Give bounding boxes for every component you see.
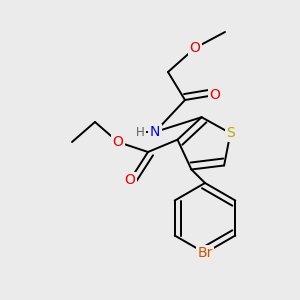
Text: N: N bbox=[150, 125, 160, 139]
Text: Br: Br bbox=[197, 246, 213, 260]
Text: H: H bbox=[136, 125, 144, 139]
Text: O: O bbox=[210, 88, 220, 102]
Text: O: O bbox=[112, 135, 123, 149]
Text: O: O bbox=[190, 41, 200, 55]
Text: S: S bbox=[226, 126, 235, 140]
Text: O: O bbox=[124, 173, 135, 187]
